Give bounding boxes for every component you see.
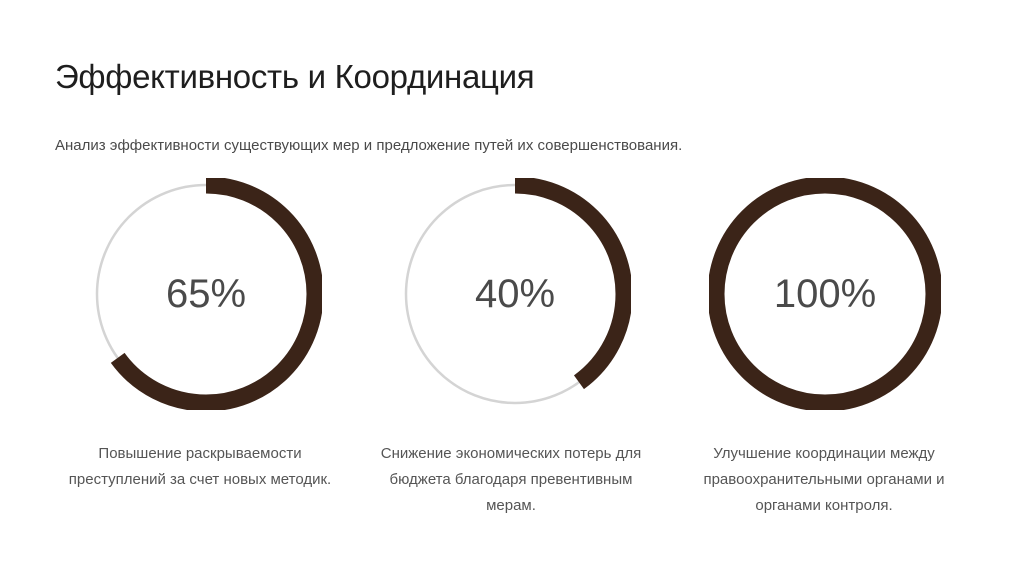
caption-line: Улучшение координации между xyxy=(713,445,935,462)
caption-line: бюджета благодаря превентивным xyxy=(389,471,633,488)
caption-line: органами контроля. xyxy=(755,497,893,514)
caption-line: правоохранительными органами и xyxy=(703,471,945,488)
progress-ring-1: 65% xyxy=(90,178,322,410)
ring-graphic xyxy=(399,178,631,410)
slide-subtitle: Анализ эффективности существующих мер и … xyxy=(55,137,683,154)
ring-progress xyxy=(399,178,631,410)
slide-title: Эффективность и Координация xyxy=(55,58,535,95)
caption-line: мерам. xyxy=(486,497,536,514)
progress-ring-2: 40% xyxy=(399,178,631,410)
caption-line: преступлений за счет новых методик. xyxy=(68,471,332,488)
ring-graphic xyxy=(709,178,941,410)
progress-ring-3: 100% xyxy=(709,178,941,410)
caption-1: Повышение раскрываемости преступлений за… xyxy=(50,441,350,493)
ring-value-label: 65% xyxy=(165,272,247,316)
ring-value-label: 40% xyxy=(474,272,556,316)
caption-line: Снижение экономических потерь для xyxy=(380,445,642,462)
ring-progress xyxy=(90,178,322,410)
caption-2: Снижение экономических потерь для бюджет… xyxy=(361,441,661,519)
caption-3: Улучшение координации между правоохранит… xyxy=(674,441,974,519)
caption-line: Повышение раскрываемости xyxy=(98,445,302,462)
ring-graphic xyxy=(90,178,322,410)
ring-value-label: 100% xyxy=(773,272,877,316)
ring-progress xyxy=(709,178,941,410)
